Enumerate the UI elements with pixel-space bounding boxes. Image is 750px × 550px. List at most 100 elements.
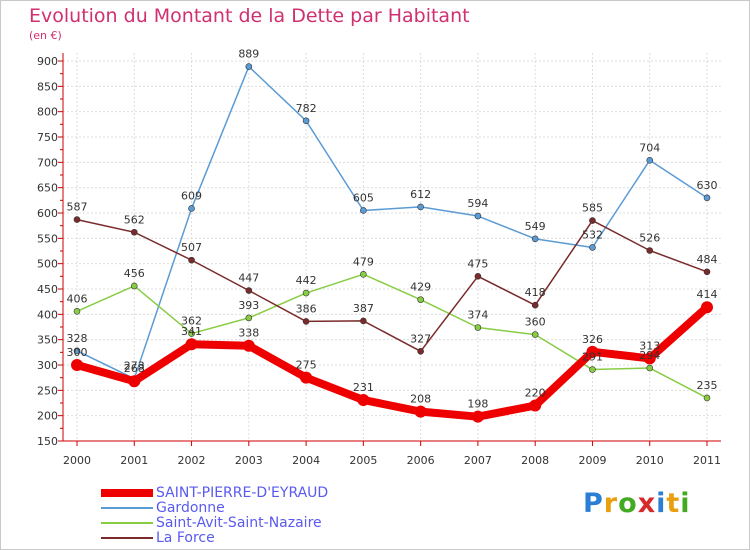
data-point [589,217,596,224]
data-label: 268 [124,362,145,375]
axis-layer: 150 200 250 300 350 400 450 500 550 600 650 700 750 8… [37,53,721,467]
y-tick-label: 450 [37,283,58,296]
data-label: 479 [353,255,374,268]
data-label: 704 [639,141,660,154]
y-tick-label: 500 [37,258,58,271]
logo-letter: x [637,488,657,519]
data-point [357,393,370,406]
y-tick-label: 400 [37,308,58,321]
data-label-layer: 328 273 609 889 782 605 612 594 549 532 704 630 406 4… [67,48,718,411]
logo-letter: P [583,488,604,519]
data-point [471,410,484,423]
data-label: 585 [582,202,603,215]
logo-letter: i [656,488,667,519]
data-label: 220 [525,387,546,400]
legend-label: La Force [156,530,215,546]
data-point [73,307,81,315]
y-tick-label: 900 [37,55,58,68]
data-label: 630 [697,179,718,192]
data-point [188,330,195,337]
data-label: 360 [525,316,546,329]
data-label: 300 [67,346,88,359]
x-tick-label: 2001 [120,454,148,467]
x-tick-label: 2002 [178,454,206,467]
data-label: 198 [467,398,488,411]
legend-swatch [101,537,153,539]
x-tick-label: 2003 [235,454,263,467]
series-line-3 [76,218,708,353]
data-point [646,247,654,254]
data-point [703,268,711,276]
x-tick-label: 2007 [464,454,492,467]
grid-layer [63,53,721,442]
data-point [703,194,711,202]
x-tick-label: 2005 [349,454,377,467]
data-point [73,216,81,223]
data-label: 387 [353,302,374,315]
data-label: 532 [582,228,603,241]
data-point [417,348,424,355]
data-label: 562 [124,213,145,226]
data-label: 362 [181,315,202,328]
data-label: 327 [410,332,431,345]
data-point [360,271,367,278]
data-label: 273 [124,360,145,373]
data-point [245,63,253,70]
data-label: 609 [181,189,202,202]
series-line-1 [76,65,708,380]
data-label: 341 [181,325,202,338]
x-tick-label: 2008 [521,454,549,467]
legend-swatch [101,507,153,509]
legend-label: Gardonne [156,500,225,516]
data-point [703,394,711,402]
y-tick-label: 800 [37,106,58,119]
x-tick-label: 2009 [578,454,606,467]
proxiti-logo: Proxiti [583,488,691,519]
data-point [245,314,253,322]
chart-title: Evolution du Montant de la Dette par Hab… [29,5,470,27]
data-label: 456 [124,267,145,280]
x-tick-label: 2010 [636,454,664,467]
data-point [302,289,310,297]
data-label: 294 [639,349,660,362]
data-label: 414 [697,288,718,301]
x-tick-label: 2006 [407,454,435,467]
data-point [188,205,195,212]
data-label: 393 [238,299,259,312]
data-label: 386 [296,302,317,315]
logo-letter: r [603,488,619,519]
legend-label: Saint-Avit-Saint-Nazaire [156,515,322,531]
data-point [185,338,198,351]
y-tick-label: 750 [37,131,58,144]
data-point [73,347,81,355]
data-label: 338 [238,327,259,340]
data-point [531,301,539,309]
data-label: 291 [582,351,603,364]
legend-swatch [101,489,153,497]
x-tick-label: 2000 [63,454,91,467]
series-line-0 [73,303,711,421]
data-point [589,244,596,251]
data-label: 889 [238,48,259,61]
data-point [643,352,656,365]
y-tick-label: 250 [37,384,58,397]
x-tick-label: 2004 [292,454,320,467]
data-point [474,324,482,331]
data-label: 594 [467,197,488,210]
data-label: 442 [296,274,317,287]
data-point [128,375,141,388]
data-point [646,157,654,164]
y-tick-label: 300 [37,359,58,372]
data-label: 328 [67,332,88,345]
data-label: 326 [582,333,603,346]
data-label: 484 [697,253,718,266]
data-point [417,203,424,211]
data-point [474,273,482,280]
y-tick-label: 150 [37,435,58,448]
data-label: 526 [639,231,660,244]
data-point [242,339,255,352]
data-label: 612 [410,188,431,201]
data-label: 549 [525,220,546,233]
x-tick-label: 2011 [693,454,721,467]
data-point [701,301,713,314]
